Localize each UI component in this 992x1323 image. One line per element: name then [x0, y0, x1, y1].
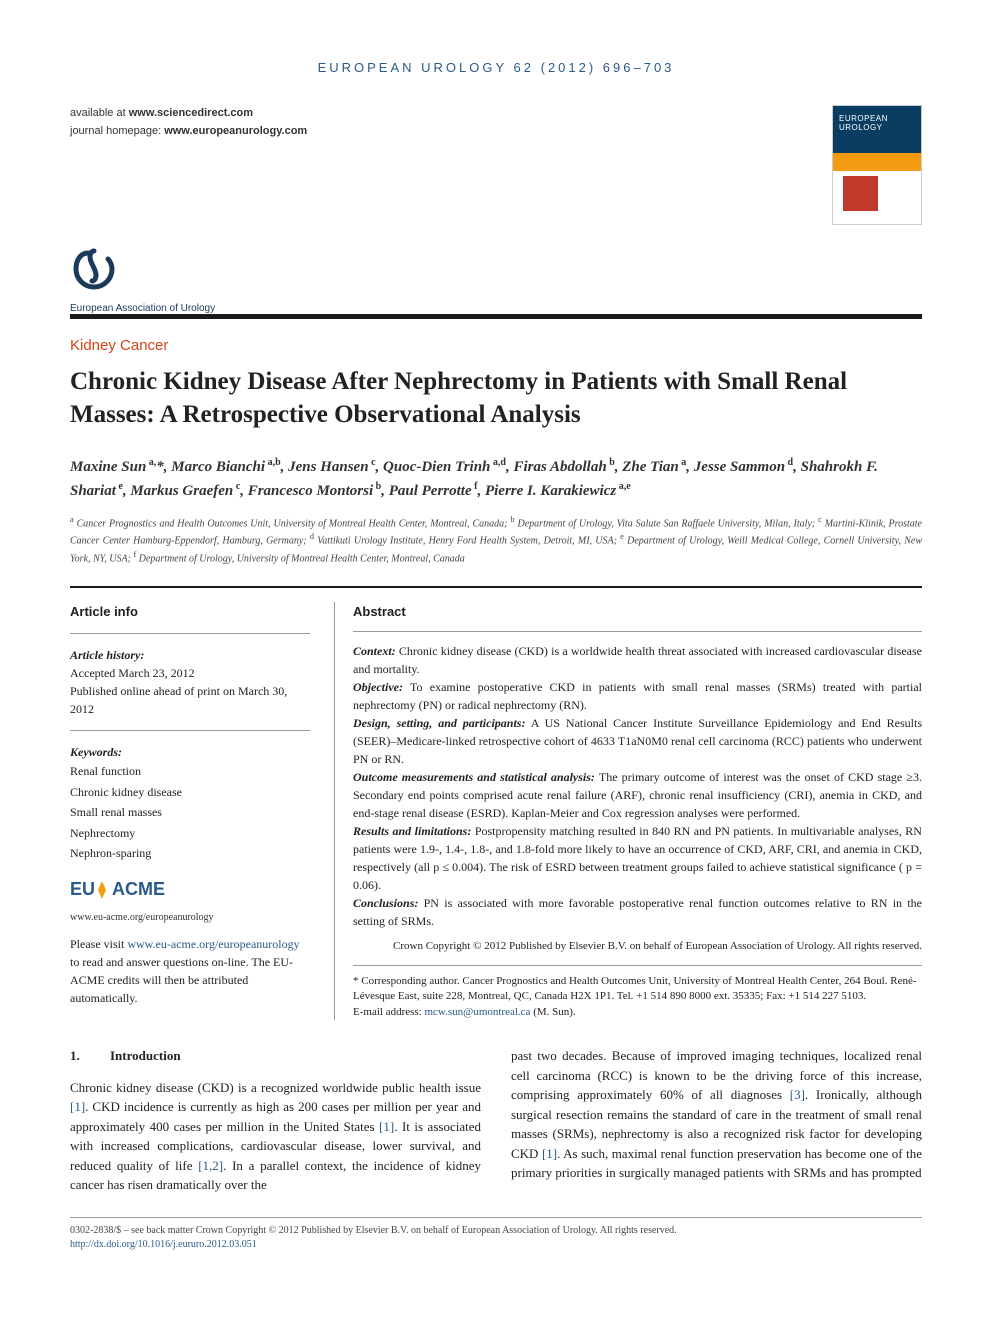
results-label: Results and limitations:: [353, 824, 471, 838]
body-paragraph-2: past two decades. Because of improved im…: [511, 1046, 922, 1183]
context-text: Chronic kidney disease (CKD) is a worldw…: [353, 644, 922, 676]
svg-text:EU: EU: [70, 879, 95, 899]
accepted-date: Accepted March 23, 2012: [70, 664, 310, 682]
objective-text: To examine postoperative CKD in patients…: [353, 680, 922, 712]
footer: 0302-2838/$ – see back matter Crown Copy…: [70, 1217, 922, 1252]
avail-prefix-2: journal homepage:: [70, 125, 164, 137]
footer-copyright: 0302-2838/$ – see back matter Crown Copy…: [70, 1224, 922, 1238]
acme-text-post: to read and answer questions on-line. Th…: [70, 955, 293, 1005]
abstract-head: Abstract: [353, 602, 922, 622]
citation-link[interactable]: [1,2]: [198, 1158, 223, 1173]
conclusions-text: PN is associated with more favorable pos…: [353, 896, 922, 928]
acme-link[interactable]: www.eu-acme.org/europeanurology: [127, 937, 299, 951]
corresponding-email-link[interactable]: mcw.sun@umontreal.ca: [424, 1006, 530, 1018]
article-info-head: Article info: [70, 602, 310, 622]
body-columns: 1.Introduction Chronic kidney disease (C…: [70, 1046, 922, 1195]
abstract-column: Abstract Context: Chronic kidney disease…: [334, 602, 922, 1020]
acme-url: www.eu-acme.org/europeanurology: [70, 910, 310, 925]
outcome-label: Outcome measurements and statistical ana…: [353, 770, 595, 784]
abstract-copyright: Crown Copyright © 2012 Published by Else…: [353, 938, 922, 955]
section-number: 1.: [70, 1046, 110, 1066]
avail-prefix-1: available at: [70, 107, 129, 119]
svg-text:ACME: ACME: [112, 879, 165, 899]
citation-link[interactable]: [1]: [542, 1146, 557, 1161]
affiliations: a Cancer Prognostics and Health Outcomes…: [70, 514, 922, 566]
authors-list: Maxine Sun a,*, Marco Bianchi a,b, Jens …: [70, 455, 922, 502]
thick-rule: [70, 314, 922, 319]
article-title: Chronic Kidney Disease After Nephrectomy…: [70, 366, 922, 431]
section-title: Introduction: [110, 1048, 181, 1063]
keyword: Small renal masses: [70, 802, 310, 822]
history-label: Article history:: [70, 646, 310, 664]
avail-url-1: www.sciencedirect.com: [129, 107, 253, 119]
journal-cover-thumbnail: [832, 105, 922, 225]
citation-link[interactable]: [1]: [70, 1099, 85, 1114]
header-block: available at www.sciencedirect.com journ…: [70, 105, 922, 225]
published-date: Published online ahead of print on March…: [70, 682, 310, 718]
availability-block: available at www.sciencedirect.com journ…: [70, 105, 307, 140]
citation-link[interactable]: [1]: [379, 1119, 394, 1134]
keyword: Chronic kidney disease: [70, 782, 310, 802]
info-abstract-row: Article info Article history: Accepted M…: [70, 586, 922, 1020]
corresponding-author: * Corresponding author. Cancer Prognosti…: [353, 965, 922, 1020]
body-paragraph-1: Chronic kidney disease (CKD) is a recogn…: [70, 1078, 481, 1195]
corresponding-text: * Corresponding author. Cancer Prognosti…: [353, 974, 922, 1005]
keyword: Nephron-sparing: [70, 843, 310, 863]
objective-label: Objective:: [353, 680, 403, 694]
section-heading: 1.Introduction: [70, 1046, 481, 1066]
running-head: EUROPEAN UROLOGY 62 (2012) 696–703: [70, 60, 922, 75]
body-col-left: 1.Introduction Chronic kidney disease (C…: [70, 1046, 481, 1195]
conclusions-label: Conclusions:: [353, 896, 418, 910]
abstract-body: Context: Chronic kidney disease (CKD) is…: [353, 631, 922, 955]
body-col-right: past two decades. Because of improved im…: [511, 1046, 922, 1195]
acme-text-pre: Please visit: [70, 937, 127, 951]
design-label: Design, setting, and participants:: [353, 716, 525, 730]
eu-acme-logo: EU ACME: [70, 877, 310, 908]
avail-url-2: www.europeanurology.com: [164, 125, 307, 137]
eau-logo-text: European Association of Urology: [70, 303, 922, 314]
email-label: E-mail address:: [353, 1006, 424, 1018]
context-label: Context:: [353, 644, 396, 658]
eau-logo-icon: [70, 245, 120, 295]
section-label: Kidney Cancer: [70, 337, 922, 354]
email-suffix: (M. Sun).: [530, 1006, 575, 1018]
doi-link[interactable]: http://dx.doi.org/10.1016/j.eururo.2012.…: [70, 1239, 257, 1250]
keywords-label: Keywords:: [70, 743, 310, 761]
acme-text: Please visit www.eu-acme.org/europeanuro…: [70, 935, 310, 1007]
keywords-list: Renal function Chronic kidney disease Sm…: [70, 761, 310, 863]
article-info-column: Article info Article history: Accepted M…: [70, 602, 310, 1020]
keyword: Renal function: [70, 761, 310, 781]
citation-link[interactable]: [3]: [790, 1087, 805, 1102]
keyword: Nephrectomy: [70, 823, 310, 843]
logo-row: [70, 245, 922, 295]
